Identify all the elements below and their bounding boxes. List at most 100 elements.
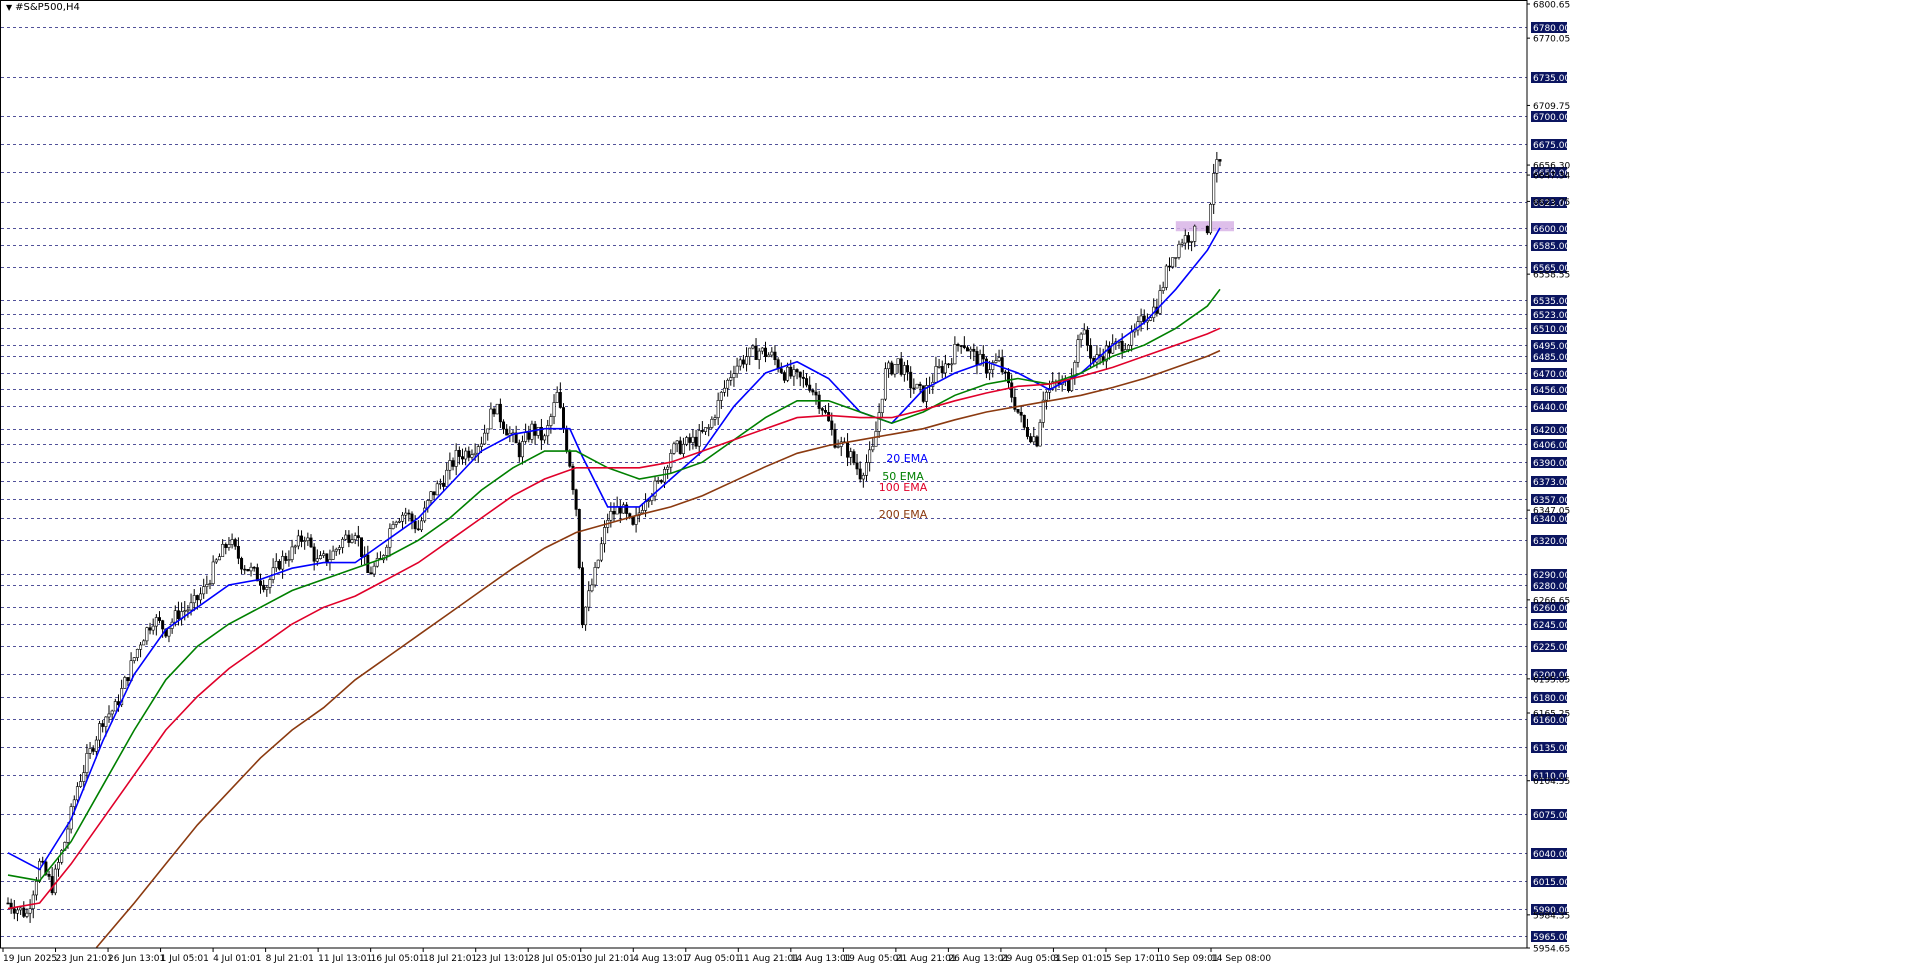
candle-body (394, 521, 398, 525)
level-tag (1531, 580, 1567, 591)
level-label: 6440.00 (1533, 403, 1570, 413)
candle-body (489, 408, 493, 430)
y-tick-label: 6195.85 (1533, 675, 1570, 685)
y-tick-label: 5984.35 (1533, 911, 1570, 921)
candle-body (498, 403, 502, 423)
level-tag (1531, 167, 1567, 178)
level-label: 6470.00 (1533, 370, 1570, 380)
candle-body (786, 366, 790, 381)
candle-body (79, 781, 83, 787)
candle-body (789, 366, 793, 377)
candle-body (359, 537, 363, 557)
candle-body (101, 723, 105, 727)
candle-body (520, 441, 524, 458)
candle-body (88, 748, 92, 754)
candle-body (98, 723, 102, 741)
y-tick-label: 6558.55 (1533, 271, 1570, 281)
candle-body (997, 357, 1001, 361)
candle-body (912, 387, 916, 390)
candle-body (745, 356, 749, 365)
level-label: 6623.00 (1533, 199, 1570, 209)
candle-body (571, 465, 575, 491)
candle-body (767, 354, 771, 358)
level-tag (1531, 809, 1567, 820)
candle-body (167, 628, 171, 637)
candle-body (132, 657, 136, 661)
x-tick-label: 18 Jul 21:01 (423, 954, 477, 963)
symbol-label: ▼ #S&P500,H4 (6, 2, 80, 13)
candle-body (75, 786, 79, 801)
candle-body (199, 593, 203, 601)
candle-body (1212, 173, 1216, 205)
candle-body (1111, 343, 1115, 354)
ema-annotation: 100 EMA (879, 481, 928, 494)
candle-body (792, 369, 796, 377)
candle-body (94, 739, 98, 752)
candle-body (669, 453, 673, 468)
candle-body (947, 363, 951, 366)
candle-body (988, 369, 992, 374)
candle-body (154, 617, 158, 627)
candle-body (224, 544, 228, 548)
level-label: 6420.00 (1533, 426, 1570, 436)
level-tag (1531, 513, 1567, 524)
level-tag (1531, 535, 1567, 546)
candle-body (312, 546, 316, 562)
candle-body (113, 701, 117, 712)
chevron-down-icon[interactable]: ▼ (6, 3, 13, 12)
level-label: 6357.00 (1533, 496, 1570, 506)
candle-body (795, 369, 799, 373)
candle-body (246, 569, 250, 572)
grid-layer (1, 27, 1527, 937)
x-tick-label: 10 Sep 09:01 (1158, 954, 1218, 963)
candle-body (217, 556, 221, 561)
candle-body (47, 874, 51, 877)
y-tick-label: 6709.75 (1533, 102, 1570, 112)
x-tick-label: 3 Sep 01:01 (1053, 954, 1107, 963)
candle-body (757, 350, 761, 360)
candle-body (1032, 436, 1036, 443)
candle-body (1130, 331, 1134, 346)
level-label: 6485.00 (1533, 353, 1570, 363)
candle-body (205, 584, 209, 587)
candle-body (19, 907, 23, 911)
candle-body (874, 431, 878, 447)
level-label: 6135.00 (1533, 744, 1570, 754)
candle-body (1085, 329, 1089, 346)
candle-body (991, 362, 995, 370)
candle-body (442, 482, 446, 487)
candle-body (514, 432, 518, 444)
level-label: 6245.00 (1533, 621, 1570, 631)
candle-body (397, 520, 401, 523)
candle-body (492, 408, 496, 415)
candle-body (710, 418, 714, 428)
level-tag (1531, 240, 1567, 251)
candle-body (1186, 235, 1190, 243)
candle-body (107, 713, 111, 718)
candle-body (72, 799, 76, 807)
candle-body (716, 400, 720, 418)
x-tick-label: 4 Aug 13:01 (633, 954, 688, 963)
candle-body (243, 568, 247, 571)
candle-body (85, 753, 89, 773)
level-tag (1531, 351, 1567, 362)
candle-body (176, 610, 180, 620)
candle-body (419, 520, 423, 531)
level-tag (1531, 368, 1567, 379)
candle-body (432, 491, 436, 496)
candle-body (899, 358, 903, 375)
candle-body (331, 550, 335, 560)
candle-body (691, 436, 695, 443)
candle-body (161, 620, 165, 630)
level-tag (1531, 424, 1567, 435)
candle-body (558, 392, 562, 408)
level-tag (1531, 439, 1567, 450)
candle-body (1168, 265, 1172, 268)
candle-body (713, 417, 717, 420)
candle-body (110, 710, 114, 715)
candle-body (255, 567, 259, 582)
level-label: 6340.00 (1533, 515, 1570, 525)
